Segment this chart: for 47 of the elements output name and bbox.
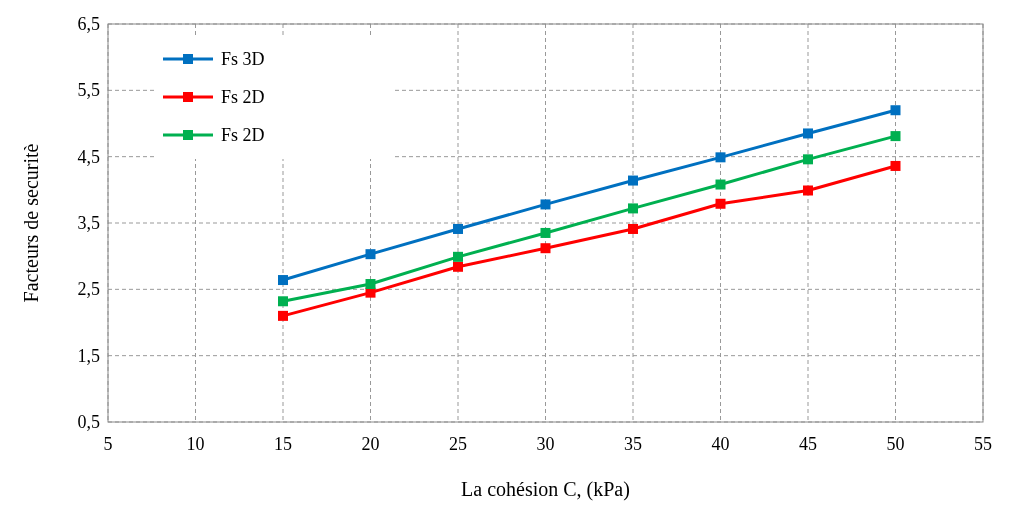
x-tick-label: 15 — [274, 434, 292, 454]
point — [278, 296, 288, 307]
point — [540, 243, 551, 254]
x-tick-label: 55 — [974, 434, 992, 454]
x-tick-label: 45 — [799, 434, 817, 454]
x-tick-label: 30 — [536, 434, 555, 454]
point — [890, 160, 901, 171]
y-tick-label: 2,5 — [77, 279, 100, 300]
x-tick-label: 50 — [886, 434, 905, 454]
y-tick-label: 0,5 — [77, 412, 100, 432]
y-tick-label: 5,5 — [77, 80, 100, 101]
point — [365, 287, 376, 298]
point — [628, 203, 638, 214]
point — [803, 154, 813, 165]
x-tick-label: 20 — [361, 434, 380, 454]
x-tick-label: 40 — [711, 434, 730, 454]
point — [803, 128, 813, 139]
x-tick-label: 5 — [103, 434, 113, 454]
point — [803, 185, 813, 196]
point — [278, 275, 288, 286]
y-axis-title: Facteurs de securitè — [20, 143, 42, 303]
point — [628, 223, 638, 234]
point — [453, 223, 463, 234]
point — [278, 310, 288, 321]
legend-label: Fs 3D — [221, 49, 265, 69]
x-tick-label: 35 — [624, 434, 642, 454]
point — [715, 179, 726, 190]
y-tick-label: 3,5 — [77, 213, 100, 233]
point — [540, 199, 551, 210]
legend-label: Fs 2D — [221, 125, 265, 145]
y-tick-label: 1,5 — [77, 345, 100, 366]
legend-label: Fs 2D — [221, 87, 265, 107]
y-tick-label: 4,5 — [77, 146, 100, 167]
point — [540, 227, 551, 238]
x-tick-label: 25 — [449, 434, 467, 454]
point — [890, 105, 901, 116]
x-tick-label: 10 — [186, 434, 205, 454]
point — [365, 249, 376, 260]
point — [715, 198, 726, 209]
y-tick-label: 6,5 — [77, 14, 100, 34]
point — [628, 175, 638, 186]
point — [715, 152, 726, 163]
point — [453, 251, 463, 262]
x-axis-title: La cohésion C, (kPa) — [461, 478, 630, 501]
point — [365, 279, 376, 290]
point — [453, 261, 463, 272]
point — [890, 131, 901, 142]
